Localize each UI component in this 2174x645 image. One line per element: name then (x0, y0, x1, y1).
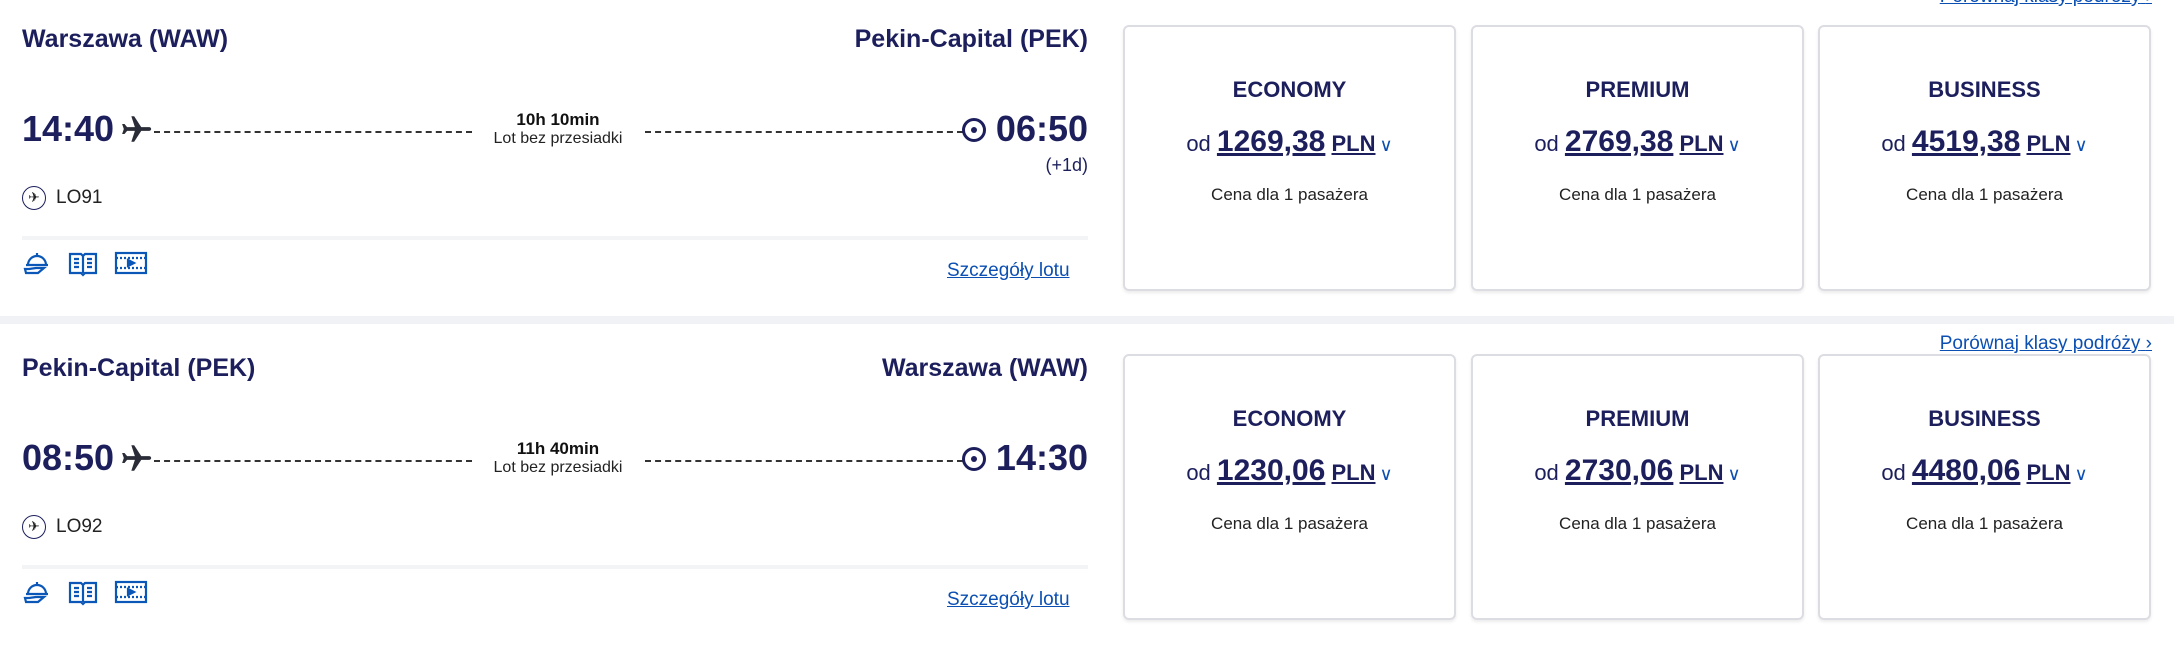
airline-logo-icon: ✈ (22, 515, 46, 539)
fare-class: BUSINESS (1928, 406, 2041, 431)
flight-row: Porównaj klasy podróży › Warszawa (WAW) … (0, 0, 2174, 316)
chevron-down-icon[interactable]: ∨ (2074, 135, 2088, 155)
departure-time: 08:50 (22, 437, 115, 478)
route-line (154, 131, 472, 133)
fare-card[interactable]: BUSINESS od 4480,06 PLN ∨ Cena dla 1 pasa… (1818, 354, 2151, 620)
entertainment-icon (114, 251, 148, 275)
fare-price[interactable]: 2769,38 (1564, 125, 1674, 158)
row-separator (0, 316, 2174, 324)
flight-row: Porównaj klasy podróży › Pekin-Capital (… (0, 329, 2174, 645)
price-prefix: od (1881, 460, 1906, 485)
fare-card[interactable]: PREMIUM od 2769,38 PLN ∨ Cena dla 1 pasaż… (1471, 25, 1804, 291)
currency: PLN (1679, 460, 1724, 485)
currency: PLN (1331, 131, 1376, 156)
route-line (645, 131, 963, 133)
fare-price[interactable]: 1230,06 (1216, 454, 1326, 487)
chevron-down-icon[interactable]: ∨ (1379, 135, 1393, 155)
destination-marker-icon (962, 118, 986, 142)
currency: PLN (2026, 131, 2071, 156)
chevron-down-icon[interactable]: ∨ (1379, 464, 1393, 484)
price-prefix: od (1186, 460, 1211, 485)
fare-price[interactable]: 1269,38 (1216, 125, 1326, 158)
menu-icon (68, 581, 98, 606)
price-prefix: od (1534, 131, 1559, 156)
route-line (645, 460, 963, 462)
fare-price[interactable]: 4519,38 (1911, 125, 2021, 158)
fare-card[interactable]: ECONOMY od 1230,06 PLN ∨ Cena dla 1 pasaż… (1123, 354, 1456, 620)
entertainment-icon (114, 580, 148, 604)
arrival-time: 14:30 (995, 437, 1088, 478)
flight-details-link[interactable]: Szczegóły lotu (947, 260, 1070, 281)
origin-city: Warszawa (WAW) (22, 25, 229, 53)
fare-card[interactable]: PREMIUM od 2730,06 PLN ∨ Cena dla 1 pasaż… (1471, 354, 1804, 620)
stops-info: Lot bez przesiadki (493, 459, 623, 476)
compare-classes-link[interactable]: Porównaj klasy podróży › (1940, 0, 2152, 8)
price-note: Cena dla 1 pasażera (1906, 185, 2063, 204)
chevron-right-icon: › (2145, 333, 2152, 354)
destination-city: Warszawa (WAW) (881, 354, 1088, 382)
meal-icon (23, 253, 48, 275)
departure-time: 14:40 (22, 108, 115, 149)
price-note: Cena dla 1 pasażera (1211, 185, 1368, 204)
menu-icon (68, 252, 98, 277)
destination-city: Pekin-Capital (PEK) (854, 25, 1088, 53)
price-prefix: od (1881, 131, 1906, 156)
currency: PLN (2026, 460, 2071, 485)
fare-card[interactable]: BUSINESS od 4519,38 PLN ∨ Cena dla 1 pasa… (1818, 25, 2151, 291)
fare-class: PREMIUM (1585, 77, 1690, 102)
arrival-time: 06:50 (995, 108, 1088, 149)
fare-class: ECONOMY (1232, 406, 1347, 431)
price-prefix: od (1186, 131, 1211, 156)
divider (22, 565, 1088, 569)
fare-class: BUSINESS (1928, 77, 2041, 102)
price-note: Cena dla 1 pasażera (1559, 514, 1716, 533)
chevron-down-icon[interactable]: ∨ (2074, 464, 2088, 484)
currency: PLN (1331, 460, 1376, 485)
price-prefix: od (1534, 460, 1559, 485)
price-note: Cena dla 1 pasażera (1211, 514, 1368, 533)
fare-class: PREMIUM (1585, 406, 1690, 431)
airline-logo-icon: ✈ (22, 186, 46, 210)
price-note: Cena dla 1 pasażera (1906, 514, 2063, 533)
flight-number: LO92 (56, 516, 103, 537)
chevron-down-icon[interactable]: ∨ (1727, 464, 1741, 484)
origin-city: Pekin-Capital (PEK) (22, 354, 256, 382)
destination-marker-icon (962, 447, 986, 471)
fare-card[interactable]: ECONOMY od 1269,38 PLN ∨ Cena dla 1 pasaż… (1123, 25, 1456, 291)
flight-duration: 10h 10min (516, 110, 600, 129)
meal-icon (23, 582, 48, 604)
currency: PLN (1679, 131, 1724, 156)
stops-info: Lot bez przesiadki (493, 130, 623, 147)
divider (22, 236, 1088, 240)
plane-icon (122, 116, 152, 142)
day-offset: (+1d) (1045, 155, 1088, 175)
price-note: Cena dla 1 pasażera (1559, 185, 1716, 204)
compare-classes-link[interactable]: Porównaj klasy podróży › (1939, 333, 2152, 354)
fare-class: ECONOMY (1232, 77, 1347, 102)
flight-duration: 11h 40min (516, 439, 600, 458)
chevron-right-icon: › (2146, 0, 2152, 7)
flight-number: LO91 (56, 187, 103, 208)
plane-icon (122, 445, 152, 471)
fare-price[interactable]: 2730,06 (1564, 454, 1674, 487)
fare-price[interactable]: 4480,06 (1911, 454, 2021, 487)
route-line (154, 460, 472, 462)
flight-details-link[interactable]: Szczegóły lotu (947, 589, 1070, 610)
chevron-down-icon[interactable]: ∨ (1727, 135, 1741, 155)
